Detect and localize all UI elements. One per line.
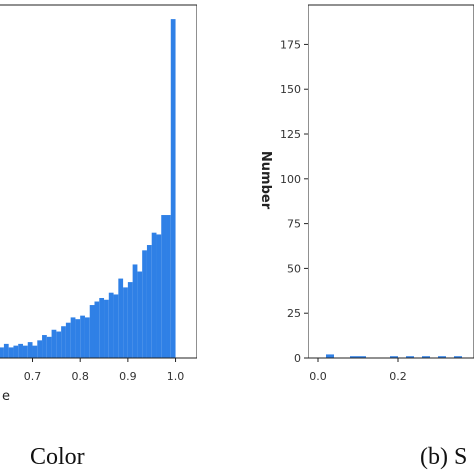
bar (108, 292, 114, 358)
y-tick-label: 175 (280, 38, 301, 51)
y-axis-label: Number (258, 151, 273, 210)
y-tick-label: 125 (280, 128, 301, 141)
bar (137, 271, 143, 358)
bar (84, 317, 90, 358)
bar (161, 215, 167, 358)
bar (104, 299, 109, 358)
bar (70, 317, 76, 358)
bar (65, 322, 71, 358)
bar (358, 356, 366, 358)
bar (89, 305, 95, 358)
bar (75, 319, 81, 358)
bar (42, 335, 47, 358)
bar (422, 356, 430, 358)
y-tick-label: 150 (280, 83, 301, 96)
bar (32, 345, 38, 358)
y-tick-label: 100 (280, 173, 301, 186)
bar (3, 343, 9, 358)
bar (37, 340, 43, 358)
bar (170, 19, 176, 359)
bar (132, 264, 138, 358)
bar (46, 336, 52, 358)
y-tick-label: 50 (287, 262, 301, 275)
bar (350, 356, 358, 358)
bar (0, 347, 4, 358)
bar (390, 356, 398, 358)
bar (113, 294, 119, 358)
bar (438, 356, 446, 358)
bar (146, 245, 152, 358)
bar (406, 356, 414, 358)
x-axis-label: e (2, 389, 10, 404)
axes-frame (308, 4, 474, 359)
bar (8, 347, 14, 358)
bar (22, 345, 28, 358)
plot (308, 4, 474, 359)
bar (61, 326, 66, 358)
y-tick-label: 25 (287, 307, 301, 320)
caption: (b) S (420, 444, 467, 470)
y-tick-label: 0 (294, 352, 301, 365)
bar (142, 250, 147, 358)
bar (80, 315, 85, 358)
y-tick-label: 75 (287, 218, 301, 231)
x-tick-label: 0.2 (389, 370, 407, 383)
bar (166, 215, 171, 358)
caption: Color (30, 444, 85, 470)
bar (27, 342, 33, 358)
bar (13, 345, 19, 358)
plot (0, 4, 197, 359)
bar (123, 287, 128, 358)
bar (156, 234, 162, 358)
bar (127, 282, 133, 358)
bar (56, 331, 62, 358)
axes-frame (0, 4, 197, 359)
bar (99, 297, 105, 358)
bar (151, 232, 157, 358)
bar (454, 356, 462, 358)
x-tick-label: 0.0 (309, 370, 327, 383)
bar (94, 301, 100, 358)
bar (18, 343, 23, 358)
x-tick-label: 0.9 (119, 370, 137, 383)
x-tick-label: 0.8 (71, 370, 89, 383)
bar (51, 329, 57, 358)
bar (118, 278, 124, 358)
x-tick-label: 1.0 (167, 370, 185, 383)
bar (326, 354, 334, 358)
x-tick-label: 0.7 (24, 370, 42, 383)
